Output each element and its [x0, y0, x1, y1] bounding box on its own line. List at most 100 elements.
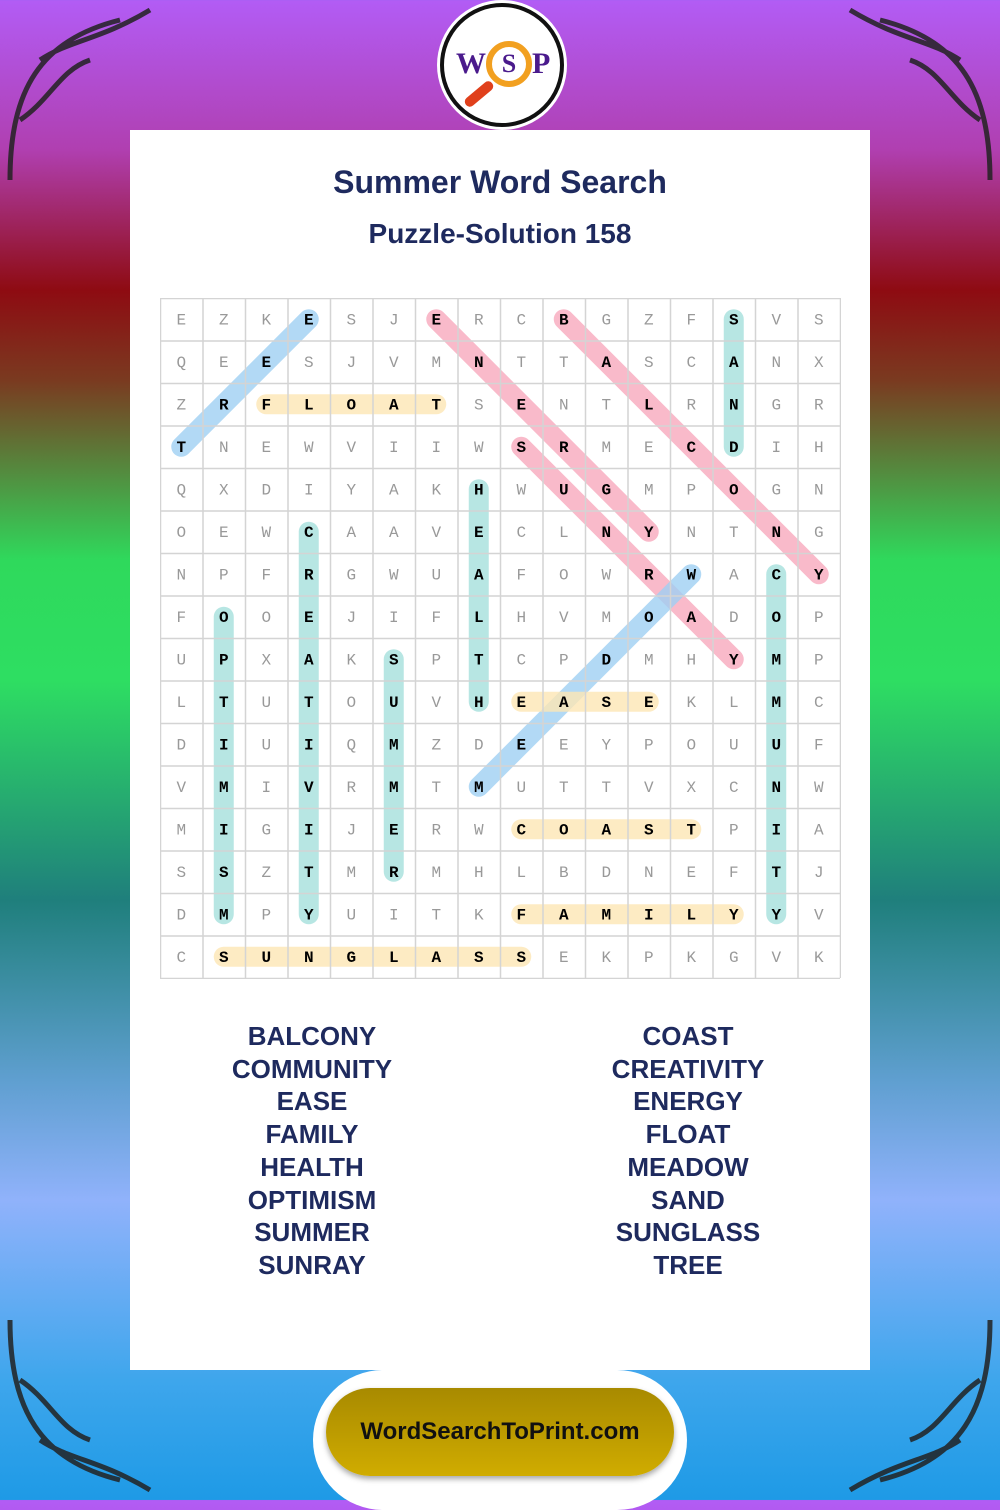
grid-letter[interactable]: H	[686, 651, 696, 669]
grid-letter[interactable]: U	[516, 779, 526, 797]
grid-letter[interactable]: S	[814, 311, 824, 329]
grid-letter[interactable]: P	[644, 949, 654, 967]
grid-letter[interactable]: W	[474, 439, 484, 457]
grid-letter[interactable]: F	[729, 864, 739, 882]
grid-letter[interactable]: T	[559, 779, 569, 797]
grid-letter-found[interactable]: F	[516, 906, 526, 924]
grid-letter[interactable]: G	[814, 524, 824, 542]
grid-letter-found[interactable]: C	[304, 524, 314, 542]
grid-letter-found[interactable]: E	[389, 821, 399, 839]
grid-letter[interactable]: V	[559, 609, 569, 627]
grid-letter[interactable]: N	[219, 439, 229, 457]
grid-letter[interactable]: U	[261, 694, 271, 712]
grid-letter[interactable]: R	[431, 821, 441, 839]
grid-letter[interactable]: V	[644, 779, 654, 797]
grid-letter[interactable]: V	[389, 354, 399, 372]
grid-letter-found[interactable]: O	[346, 396, 356, 414]
grid-letter-found[interactable]: E	[644, 694, 654, 712]
grid-letter[interactable]: K	[686, 694, 696, 712]
grid-letter-found[interactable]: A	[559, 694, 569, 712]
grid-letter[interactable]: K	[431, 481, 441, 499]
grid-letter[interactable]: W	[516, 481, 526, 499]
grid-letter[interactable]: E	[686, 864, 696, 882]
grid-letter[interactable]: C	[176, 949, 186, 967]
grid-letter-found[interactable]: E	[474, 524, 484, 542]
grid-letter[interactable]: N	[559, 396, 569, 414]
grid-letter[interactable]: P	[814, 609, 824, 627]
grid-letter-found[interactable]: P	[219, 651, 229, 669]
grid-letter-found[interactable]: M	[601, 906, 611, 924]
grid-letter[interactable]: Z	[219, 311, 229, 329]
grid-letter[interactable]: Z	[431, 736, 441, 754]
grid-letter-found[interactable]: G	[601, 481, 611, 499]
grid-letter-found[interactable]: E	[516, 736, 526, 754]
grid-letter-found[interactable]: A	[601, 821, 611, 839]
grid-letter[interactable]: O	[559, 566, 569, 584]
wsp-logo[interactable]: W S P	[440, 3, 564, 127]
grid-letter-found[interactable]: R	[304, 566, 314, 584]
grid-letter[interactable]: A	[814, 821, 824, 839]
grid-letter[interactable]: S	[304, 354, 314, 372]
grid-letter[interactable]: T	[729, 524, 739, 542]
grid-letter[interactable]: P	[559, 651, 569, 669]
grid-letter-found[interactable]: I	[644, 906, 654, 924]
grid-letter-found[interactable]: S	[601, 694, 611, 712]
grid-letter[interactable]: E	[219, 354, 229, 372]
grid-letter-found[interactable]: S	[219, 864, 229, 882]
grid-letter[interactable]: C	[686, 354, 696, 372]
grid-letter[interactable]: W	[474, 821, 484, 839]
grid-letter[interactable]: V	[771, 311, 781, 329]
grid-letter-found[interactable]: G	[346, 949, 356, 967]
grid-letter[interactable]: J	[346, 609, 356, 627]
grid-letter[interactable]: X	[814, 354, 824, 372]
grid-letter-found[interactable]: L	[644, 396, 654, 414]
grid-letter-found[interactable]: A	[729, 354, 739, 372]
grid-letter-found[interactable]: T	[686, 821, 696, 839]
grid-letter-found[interactable]: M	[219, 779, 229, 797]
grid-letter[interactable]: G	[601, 311, 611, 329]
grid-letter[interactable]: X	[219, 481, 229, 499]
grid-letter[interactable]: V	[814, 906, 824, 924]
grid-letter[interactable]: D	[601, 864, 611, 882]
grid-letter[interactable]: L	[516, 864, 526, 882]
grid-letter[interactable]: F	[686, 311, 696, 329]
grid-letter[interactable]: M	[644, 651, 654, 669]
grid-letter[interactable]: S	[346, 311, 356, 329]
grid-letter[interactable]: F	[176, 609, 186, 627]
grid-letter[interactable]: S	[644, 354, 654, 372]
grid-letter-found[interactable]: I	[219, 821, 229, 839]
grid-letter[interactable]: Q	[176, 481, 186, 499]
grid-letter-found[interactable]: S	[389, 651, 399, 669]
grid-letter[interactable]: X	[686, 779, 696, 797]
grid-letter[interactable]: R	[346, 779, 356, 797]
grid-letter[interactable]: P	[686, 481, 696, 499]
grid-letter[interactable]: F	[814, 736, 824, 754]
grid-letter[interactable]: N	[771, 354, 781, 372]
grid-letter[interactable]: J	[346, 354, 356, 372]
grid-letter[interactable]: K	[601, 949, 611, 967]
grid-letter-found[interactable]: A	[389, 396, 399, 414]
grid-letter[interactable]: T	[559, 354, 569, 372]
grid-letter-found[interactable]: W	[686, 566, 696, 584]
grid-letter[interactable]: I	[389, 906, 399, 924]
grid-letter-found[interactable]: T	[304, 864, 314, 882]
grid-letter[interactable]: G	[729, 949, 739, 967]
grid-letter[interactable]: W	[814, 779, 824, 797]
grid-letter[interactable]: D	[474, 736, 484, 754]
grid-letter-found[interactable]: U	[261, 949, 271, 967]
grid-letter-found[interactable]: C	[516, 821, 526, 839]
grid-letter[interactable]: H	[516, 609, 526, 627]
grid-letter-found[interactable]: U	[559, 481, 569, 499]
grid-letter[interactable]: J	[814, 864, 824, 882]
grid-letter-found[interactable]: A	[686, 609, 696, 627]
grid-letter[interactable]: M	[176, 821, 186, 839]
grid-letter-found[interactable]: L	[389, 949, 399, 967]
grid-letter[interactable]: C	[516, 311, 526, 329]
grid-letter-found[interactable]: O	[644, 609, 654, 627]
grid-letter[interactable]: O	[261, 609, 271, 627]
grid-letter-found[interactable]: L	[474, 609, 484, 627]
grid-letter[interactable]: R	[474, 311, 484, 329]
grid-letter[interactable]: R	[814, 396, 824, 414]
grid-letter-found[interactable]: E	[261, 354, 271, 372]
grid-letter[interactable]: V	[771, 949, 781, 967]
